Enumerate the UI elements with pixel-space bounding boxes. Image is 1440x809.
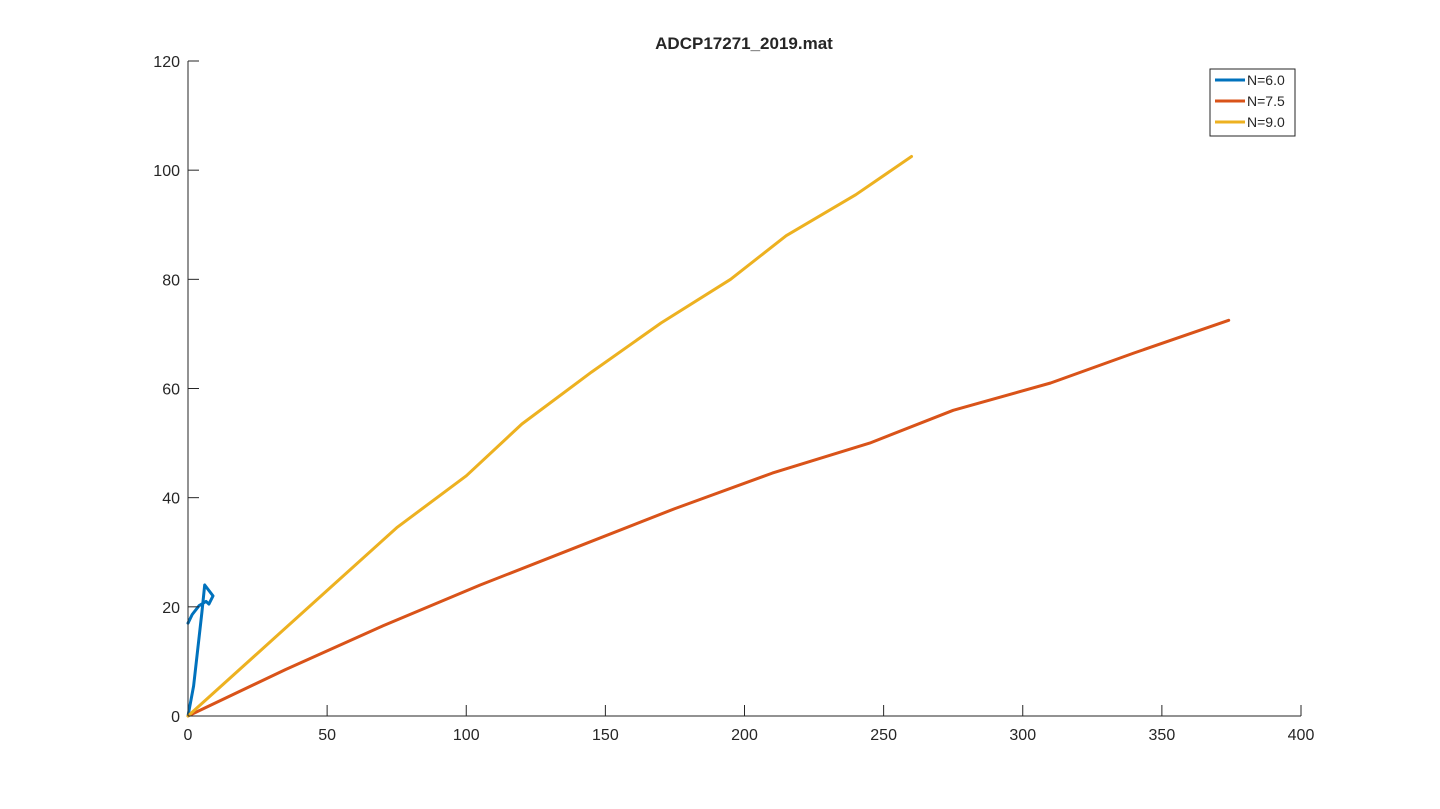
y-tick-label: 100 — [153, 163, 180, 180]
x-tick-label: 50 — [318, 727, 336, 744]
x-tick-label: 200 — [731, 727, 758, 744]
legend-label-2: N=7.5 — [1247, 93, 1285, 109]
series-layer — [186, 155, 1231, 718]
x-tick-label: 300 — [1009, 727, 1036, 744]
series-line-1 — [186, 583, 215, 718]
legend-label-1: N=6.0 — [1247, 72, 1285, 88]
x-tick-label: 350 — [1149, 727, 1176, 744]
x-tick-label: 0 — [184, 727, 193, 744]
y-tick-label: 120 — [153, 54, 180, 71]
y-tick-label: 0 — [171, 709, 180, 726]
series-line-2 — [186, 318, 1231, 718]
x-tick-label: 250 — [870, 727, 897, 744]
y-tick-label: 60 — [162, 382, 180, 399]
legend-label-3: N=9.0 — [1247, 114, 1285, 130]
x-tick-label: 150 — [592, 727, 619, 744]
x-tick-label: 100 — [453, 727, 480, 744]
axes: 0 50 100 150 200 250 300 350 400 0 20 40 60 80 100 120 — [153, 54, 1314, 744]
legend: N=6.0 N=7.5 N=9.0 — [1209, 68, 1296, 137]
chart-title: ADCP17271_2019.mat — [655, 34, 833, 53]
y-tick-label: 40 — [162, 491, 180, 508]
series-line-3 — [186, 155, 913, 718]
y-tick-label: 80 — [162, 272, 180, 289]
x-tick-label: 400 — [1288, 727, 1315, 744]
y-tick-label: 20 — [162, 600, 180, 617]
